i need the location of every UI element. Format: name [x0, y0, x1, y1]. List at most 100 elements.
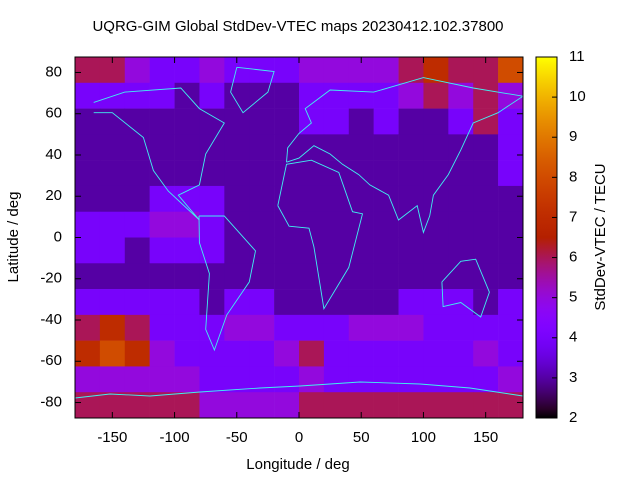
heat-cell — [348, 237, 374, 264]
heat-cell — [249, 134, 275, 161]
heat-cell — [498, 57, 524, 84]
heat-cell — [249, 392, 275, 419]
heat-cell — [75, 82, 101, 109]
heat-cell — [348, 314, 374, 341]
heat-cell — [448, 263, 474, 290]
x-tick-label: 50 — [353, 429, 370, 446]
heat-cell — [174, 340, 200, 367]
heat-cell — [423, 211, 449, 238]
heat-cell — [299, 289, 325, 316]
heat-cell — [498, 237, 524, 264]
heat-cell — [224, 314, 250, 341]
heat-cell — [224, 211, 250, 238]
heat-cell — [99, 160, 126, 187]
heat-cell — [99, 134, 126, 161]
heat-cell — [473, 211, 499, 238]
heat-cell — [423, 237, 449, 264]
heat-cell — [274, 82, 300, 109]
heat-cell — [373, 211, 399, 238]
y-tick-label: 20 — [45, 187, 62, 204]
heat-cell — [348, 366, 374, 393]
chart-title: UQRG-GIM Global StdDev-VTEC maps 2023041… — [92, 18, 503, 35]
coastlines — [75, 66, 523, 399]
y-tick-label: 0 — [54, 228, 62, 245]
heat-cell — [199, 82, 225, 109]
heat-cell — [274, 263, 300, 290]
heat-cell — [249, 237, 275, 264]
heat-cell — [124, 134, 150, 161]
heat-cell — [373, 82, 399, 109]
heat-cell — [124, 160, 150, 187]
heat-cell — [348, 160, 374, 187]
colorbar-tick-label: 2 — [569, 409, 577, 426]
heat-cell — [149, 82, 175, 109]
heat-cell — [174, 289, 200, 316]
heat-cell — [274, 237, 300, 264]
heat-cell — [199, 57, 225, 84]
heat-cell — [473, 366, 499, 393]
heat-cell — [398, 108, 424, 135]
heat-cell — [149, 392, 175, 419]
heat-cell — [99, 211, 126, 238]
heat-cell — [75, 134, 101, 161]
heat-cell — [149, 185, 175, 213]
heat-cell — [274, 340, 300, 367]
heat-cell — [199, 134, 225, 161]
heat-cell — [348, 263, 374, 290]
heat-cell — [149, 160, 175, 187]
heat-cell — [199, 263, 225, 290]
heat-cell — [224, 366, 250, 393]
colorbar-tick-label: 3 — [569, 369, 577, 386]
heat-cell — [373, 57, 399, 84]
heat-cell — [423, 160, 449, 187]
heat-cell — [199, 185, 225, 213]
heat-cell — [348, 134, 374, 161]
heat-cell — [373, 237, 399, 264]
heat-cell — [174, 392, 200, 419]
heat-cell — [448, 82, 474, 109]
heat-cell — [149, 134, 175, 161]
heat-cell — [75, 185, 101, 213]
heat-cell — [323, 340, 350, 367]
colorbar-tick-label: 7 — [569, 208, 577, 225]
heat-cell — [448, 185, 474, 213]
heat-cell — [149, 108, 175, 135]
heat-cell — [473, 340, 499, 367]
heat-cell — [274, 108, 300, 135]
heat-cell — [224, 82, 250, 109]
heat-cell — [299, 366, 325, 393]
heat-cell — [398, 392, 424, 419]
heat-cell — [124, 211, 150, 238]
heat-cell — [348, 211, 374, 238]
heat-cell — [199, 314, 225, 341]
heat-cell — [498, 392, 524, 419]
heat-cell — [299, 237, 325, 264]
heat-cell — [473, 134, 499, 161]
colorbar-tick-label: 8 — [569, 168, 577, 185]
heat-cell — [99, 263, 126, 290]
heat-cell — [473, 185, 499, 213]
heat-cell — [348, 82, 374, 109]
heat-cell — [99, 237, 126, 264]
heat-cell — [199, 108, 225, 135]
heat-cell — [149, 289, 175, 316]
heat-cell — [323, 366, 350, 393]
heat-cell — [448, 366, 474, 393]
heat-cell — [124, 82, 150, 109]
heat-cell — [124, 263, 150, 290]
y-tick-label: 40 — [45, 146, 62, 163]
heat-cell — [124, 366, 150, 393]
heat-cell — [174, 57, 200, 84]
heat-cell — [99, 366, 126, 393]
heat-cell — [199, 392, 225, 419]
heat-cell — [249, 289, 275, 316]
heat-cell — [149, 340, 175, 367]
heat-cell — [174, 314, 200, 341]
heat-cell — [224, 134, 250, 161]
heat-cell — [75, 263, 101, 290]
heat-cell — [149, 57, 175, 84]
colorbar-tick-label: 10 — [569, 88, 586, 105]
heat-cell — [99, 185, 126, 213]
heat-cell — [373, 289, 399, 316]
